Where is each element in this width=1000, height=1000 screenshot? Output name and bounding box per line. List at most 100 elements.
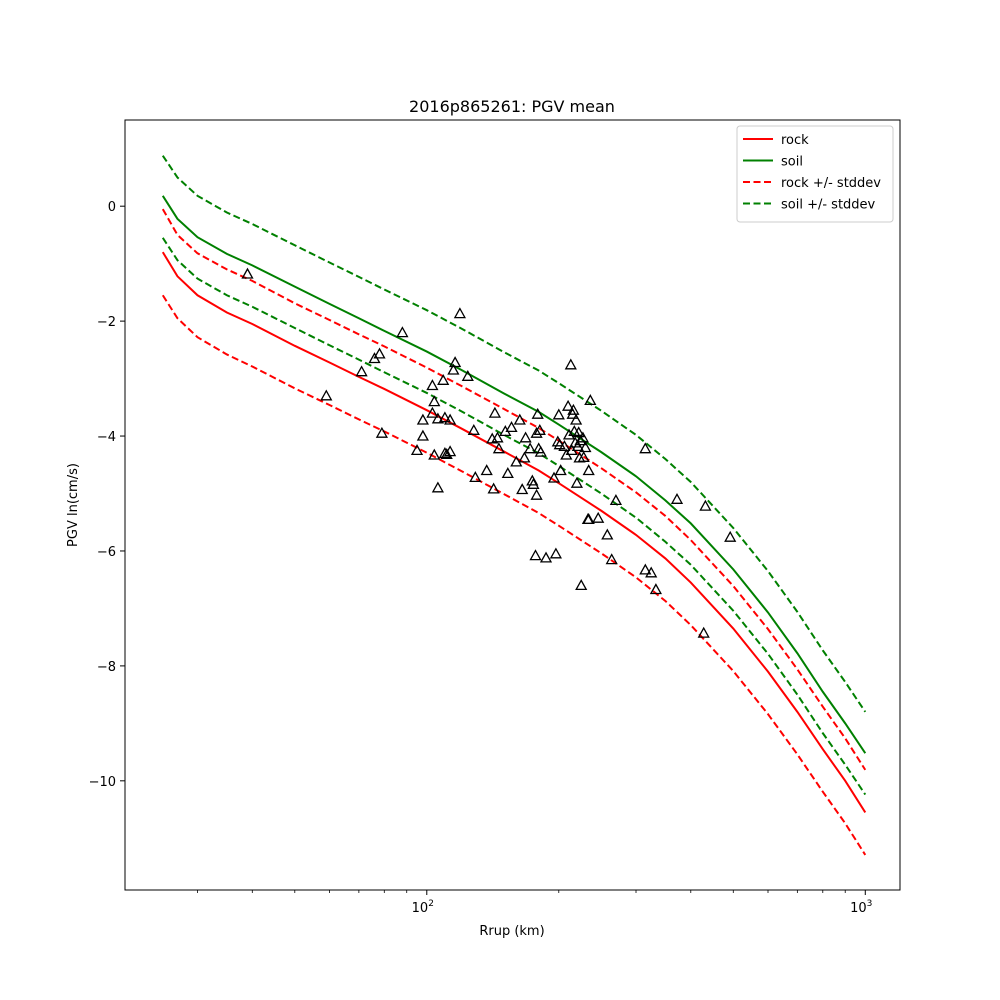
observation-marker xyxy=(697,626,710,638)
observation-marker xyxy=(574,434,587,446)
observation-marker xyxy=(552,408,565,420)
y-axis-title: PGV ln(cm/s) xyxy=(66,463,81,547)
x-tick-label: 102 xyxy=(412,899,434,916)
series-line-stddev-5 xyxy=(161,237,867,796)
observation-marker xyxy=(639,563,652,575)
observation-marker xyxy=(519,431,532,443)
observation-marker xyxy=(426,406,439,418)
observation-marker xyxy=(448,356,462,368)
observation-marker xyxy=(539,551,553,563)
observation-marker xyxy=(592,511,605,523)
legend-label: soil +/- stddev xyxy=(781,198,876,213)
observation-marker xyxy=(480,464,493,476)
y-tick-label: −6 xyxy=(97,545,116,560)
observation-marker xyxy=(428,448,441,460)
observation-marker xyxy=(516,483,529,495)
series-line-rock-0 xyxy=(161,251,867,813)
observation-marker xyxy=(453,307,467,319)
observation-marker xyxy=(437,373,450,385)
observation-marker xyxy=(649,583,663,595)
observation-marker xyxy=(487,482,500,494)
observation-marker xyxy=(491,431,504,443)
observation-marker xyxy=(431,481,445,493)
observation-marker xyxy=(605,553,618,565)
observation-marker xyxy=(645,566,658,578)
observation-marker xyxy=(570,476,584,488)
observation-marker xyxy=(534,445,547,457)
y-tick-label: −8 xyxy=(97,660,116,675)
observation-marker xyxy=(582,464,595,476)
observation-marker xyxy=(443,445,457,457)
observation-marker xyxy=(241,267,254,279)
observation-marker xyxy=(467,423,480,435)
observation-marker xyxy=(670,492,684,504)
observation-marker xyxy=(513,413,526,425)
observation-marker xyxy=(488,406,502,418)
x-axis-title: Rrup (km) xyxy=(479,924,544,939)
observation-marker xyxy=(584,394,597,406)
series-line-soil-stddev-4 xyxy=(161,155,867,713)
observation-marker xyxy=(510,455,523,467)
observation-marker xyxy=(572,426,585,438)
series-line-stddev-3 xyxy=(161,294,867,856)
legend: rock soil rock +/- stddev soil +/- stddev xyxy=(736,125,894,223)
y-tick-label: 0 xyxy=(108,200,116,215)
observation-marker xyxy=(438,446,452,458)
observation-marker xyxy=(416,429,430,441)
observation-marker xyxy=(431,412,445,424)
y-tick-label: −4 xyxy=(97,430,116,445)
observation-marker xyxy=(558,440,571,452)
observation-marker xyxy=(547,471,561,483)
observation-marker xyxy=(530,488,543,500)
x-tick-label: 103 xyxy=(850,899,872,916)
observation-marker xyxy=(416,413,430,425)
legend-box xyxy=(736,125,894,223)
observation-marker xyxy=(428,395,441,407)
observation-marker xyxy=(523,442,537,454)
observation-marker xyxy=(410,444,424,456)
observation-marker xyxy=(564,358,577,370)
observation-marker xyxy=(320,389,333,401)
observation-marker xyxy=(438,411,452,423)
observation-marker xyxy=(724,530,737,542)
legend-label: rock xyxy=(781,133,809,148)
observation-marker xyxy=(533,423,546,435)
observation-marker xyxy=(577,450,590,462)
axes: 102 103 0 −2 −4 −6 −8 −10 xyxy=(89,119,901,916)
series-line-soil-1 xyxy=(161,195,867,754)
observation-marker xyxy=(440,448,453,460)
observation-marker xyxy=(355,365,368,377)
observation-marker xyxy=(554,464,567,476)
observation-marker xyxy=(501,467,514,479)
observation-marker xyxy=(375,426,389,438)
observation-marker xyxy=(609,494,623,506)
observation-marker xyxy=(531,407,544,419)
observation-marker xyxy=(447,363,460,375)
observation-marker xyxy=(601,528,614,540)
observation-marker xyxy=(571,440,584,452)
observation-marker xyxy=(526,474,539,486)
observation-marker xyxy=(561,399,575,411)
observation-marker xyxy=(562,428,576,440)
observation-marker xyxy=(505,421,518,433)
observation-marker xyxy=(582,513,595,525)
y-tick-label: −2 xyxy=(97,315,116,330)
observation-marker xyxy=(443,413,457,425)
legend-label: soil xyxy=(781,155,803,170)
chart-title: 2016p865261: PGV mean xyxy=(409,97,615,116)
series-group xyxy=(161,155,867,856)
observation-marker xyxy=(529,549,542,561)
observation-marker xyxy=(579,441,592,453)
plot-area xyxy=(161,155,867,856)
y-tick-label: −10 xyxy=(89,775,116,790)
observation-marker xyxy=(549,547,563,559)
observation-marker xyxy=(396,326,409,338)
observation-marker xyxy=(527,477,540,489)
observation-marker xyxy=(426,379,439,391)
observation-marker xyxy=(575,579,588,591)
observation-marker xyxy=(373,347,386,359)
plot-frame xyxy=(124,119,901,891)
series-line-rock-stddev-2 xyxy=(161,208,867,771)
observation-marker xyxy=(567,403,580,415)
